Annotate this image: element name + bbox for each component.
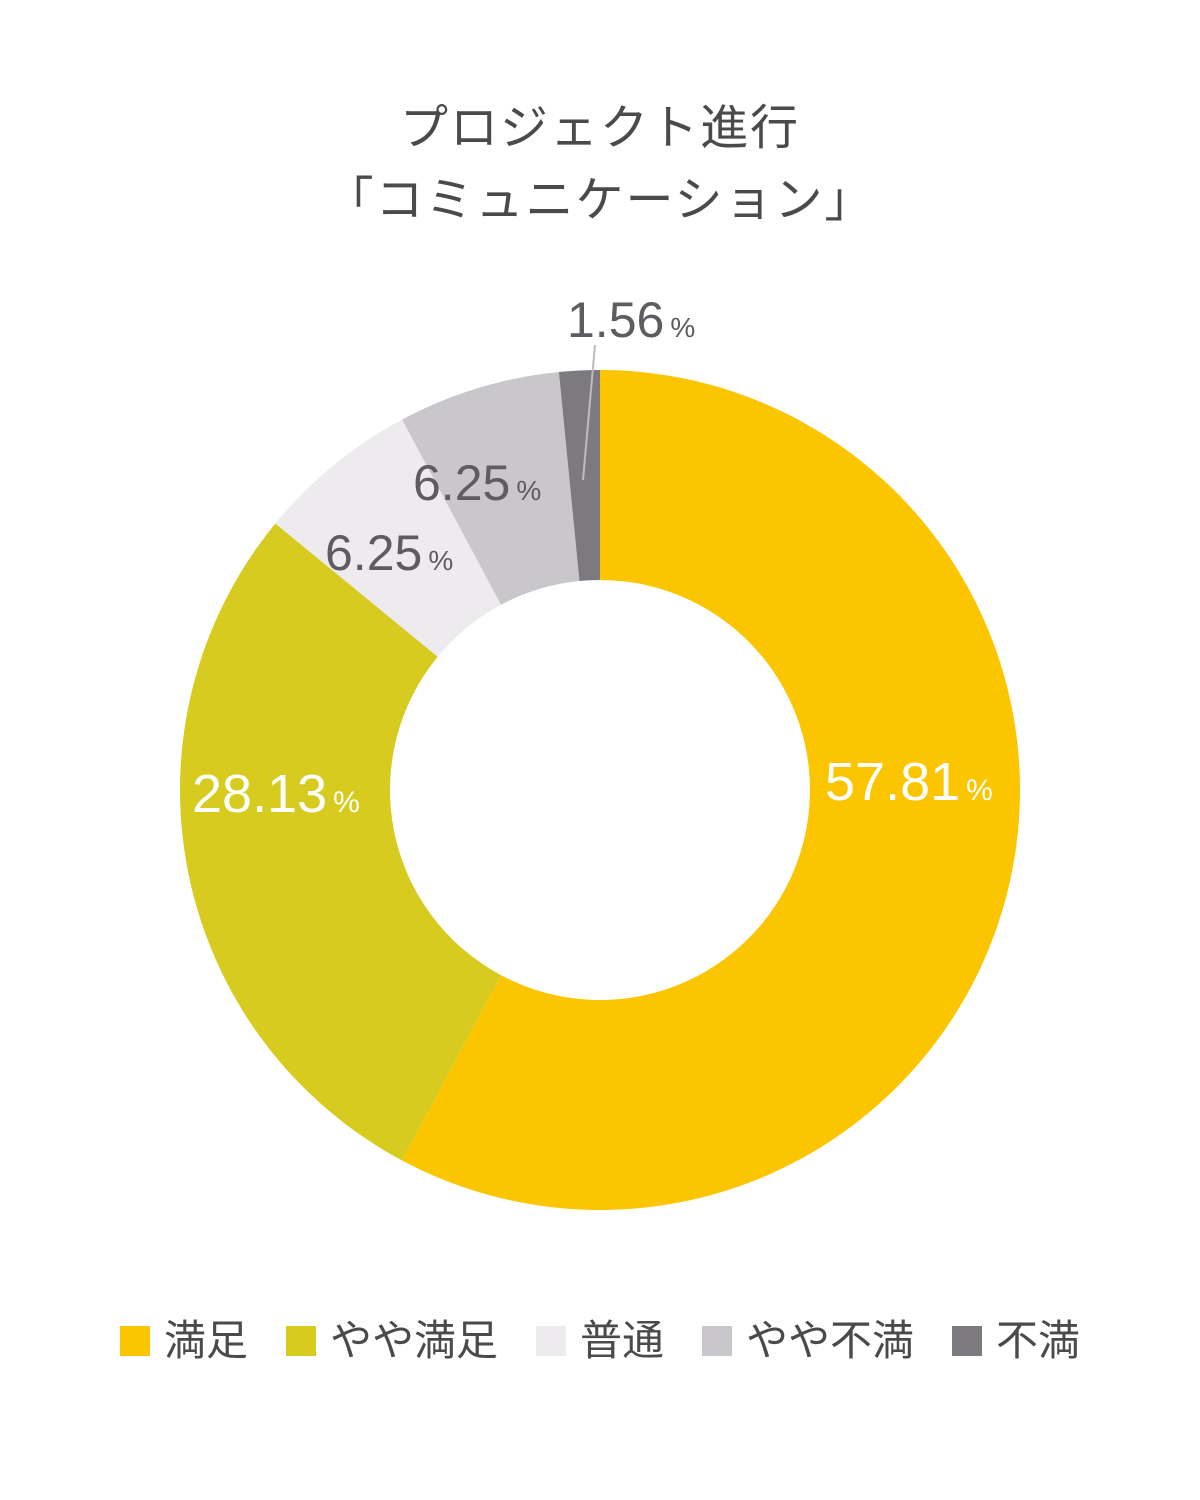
legend-item-5: 不満	[952, 1315, 1080, 1367]
data-label-1: 57.81%	[825, 752, 993, 812]
legend-label: やや不満	[746, 1316, 915, 1365]
data-label-2: 28.13%	[192, 764, 360, 824]
legend-item-4: やや不満	[702, 1315, 914, 1367]
leader-line-5	[582, 344, 596, 481]
chart-title: プロジェクト進行 「コミュニケーション」	[0, 92, 1200, 236]
legend-item-2: やや満足	[285, 1315, 498, 1367]
legend-item-3: 普通	[535, 1315, 664, 1367]
legend-label: 満足	[163, 1316, 248, 1365]
donut-slice-3	[275, 419, 502, 657]
donut-slice-4	[402, 372, 580, 605]
donut-slice-5	[558, 370, 600, 582]
legend-label: 普通	[579, 1316, 664, 1365]
legend-label: やや満足	[329, 1316, 498, 1365]
legend-swatch	[952, 1326, 983, 1356]
donut-slice-2	[179, 523, 502, 1161]
donut-slice-1	[402, 370, 1021, 1210]
data-label-3: 6.25%	[325, 525, 453, 581]
legend-swatch	[535, 1326, 566, 1356]
donut-chart: 57.81 % 28.13 % 6.25 % 6.25 % 1.56%	[179, 292, 1021, 1210]
legend-swatch	[702, 1326, 732, 1356]
legend-item-1: 満足	[119, 1315, 248, 1367]
legend: 満足 やや満足 普通 やや不満 不満	[0, 1315, 1200, 1367]
leader-lines	[582, 344, 596, 481]
chart-title-line-1: プロジェクト進行	[399, 100, 800, 156]
data-label-5: 1.56%	[567, 292, 695, 348]
legend-label: 不満	[996, 1316, 1081, 1365]
data-labels: 57.81 % 28.13 % 6.25 % 6.25 % 1.56%	[192, 292, 993, 824]
donut-slices	[179, 370, 1021, 1210]
data-label-4: 6.25%	[413, 455, 541, 511]
chart-title-line-2: 「コミュニケーション」	[325, 172, 875, 228]
legend-swatch	[119, 1326, 150, 1356]
legend-swatch	[285, 1326, 316, 1356]
